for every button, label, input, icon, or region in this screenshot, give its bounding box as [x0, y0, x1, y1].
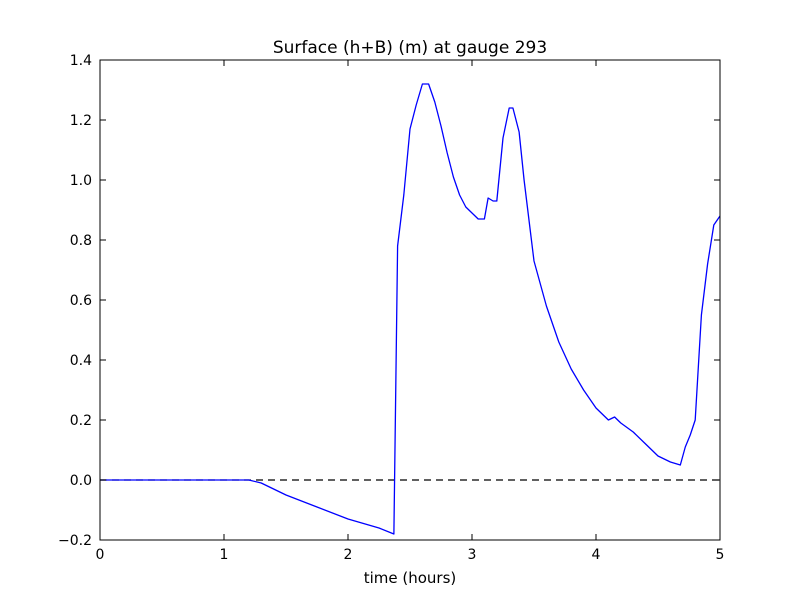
- y-tick-label: −0.2: [58, 533, 92, 549]
- y-tick-label: 0.8: [70, 233, 92, 249]
- y-tick-label: 1.0: [70, 173, 92, 189]
- y-tick-label: 1.2: [70, 113, 92, 129]
- y-tick-label: 0.0: [70, 473, 92, 489]
- x-tick-label: 2: [344, 547, 353, 563]
- y-tick-label: 1.4: [70, 53, 92, 69]
- x-axis-label: time (hours): [364, 569, 457, 587]
- y-tick-label: 0.2: [70, 413, 92, 429]
- x-tick-label: 3: [468, 547, 477, 563]
- y-tick-label: 0.4: [70, 353, 92, 369]
- x-tick-label: 4: [592, 547, 601, 563]
- axis-ticks: 0 1 2 3 4 5 −0.2 0.0 0.2 0.4 0.6 0.8 1.0 1.2 1.4: [58, 53, 724, 563]
- y-tick-label: 0.6: [70, 293, 92, 309]
- x-tick-label: 5: [716, 547, 725, 563]
- series-line-0: [100, 83, 721, 535]
- plot-area: [100, 83, 721, 535]
- x-tick-label: 1: [220, 547, 229, 563]
- chart-title: Surface (h+B) (m) at gauge 293: [273, 38, 547, 58]
- x-tick-label: 0: [96, 547, 105, 563]
